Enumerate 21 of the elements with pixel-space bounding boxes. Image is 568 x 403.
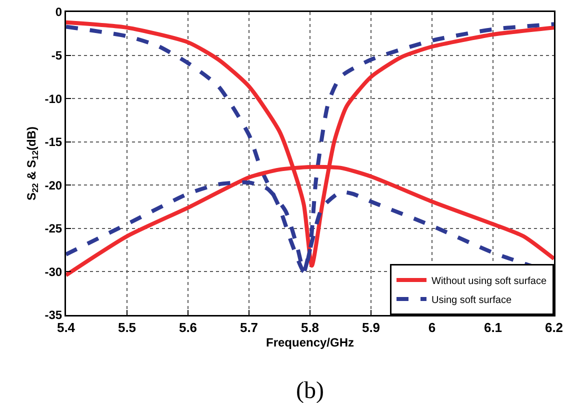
legend-label: Using soft surface (432, 294, 512, 306)
y-tick-label: -15 (44, 135, 62, 150)
y-tick-label: -10 (44, 92, 62, 106)
y-tick-label: -30 (44, 264, 62, 279)
x-tick-label: 5.9 (362, 320, 380, 336)
x-tick-label: 6 (428, 320, 436, 336)
legend-label: Without using soft surface (432, 276, 547, 287)
x-tick-label: 5.7 (240, 320, 258, 336)
x-axis-title: Frequency/GHz (266, 336, 354, 350)
y-tick-label: -5 (51, 48, 62, 62)
text: (b) (296, 378, 324, 403)
x-tick-label: 5.5 (118, 320, 136, 336)
y-tick-label: -35 (44, 308, 62, 322)
x-tick-label: 6.2 (544, 320, 564, 336)
y-tick-label: -20 (44, 178, 62, 192)
y-tick-label: -25 (44, 222, 62, 236)
x-tick-label: 5.4 (56, 320, 76, 336)
y-tick-label: 0 (55, 5, 62, 20)
x-tick-label: 5.8 (300, 320, 320, 336)
x-tick-label: 5.6 (178, 320, 198, 336)
x-tick-label: 6.1 (484, 320, 502, 336)
